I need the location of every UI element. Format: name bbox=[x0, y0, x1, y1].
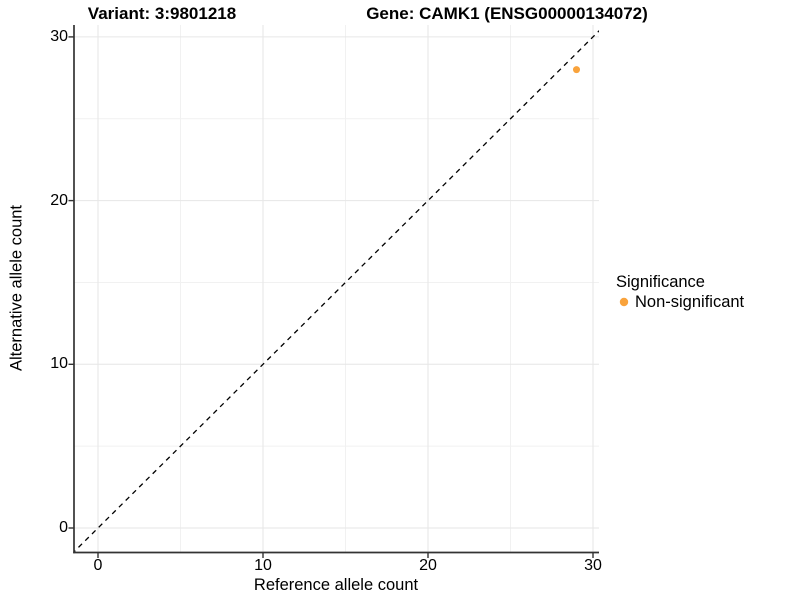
identity-dashed-line bbox=[74, 30, 599, 553]
legend-item-non-significant: Non-significant bbox=[616, 293, 744, 311]
x-tick-label-20: 20 bbox=[419, 557, 437, 574]
grid-major-lines bbox=[74, 25, 599, 553]
x-tick-label-30: 30 bbox=[584, 557, 602, 574]
legend-point-icon bbox=[619, 297, 629, 307]
y-axis-title: Alternative allele count bbox=[7, 204, 26, 372]
plot-title-gene: Gene: CAMK1 (ENSG00000134072) bbox=[366, 4, 648, 23]
legend-title: Significance bbox=[616, 273, 705, 291]
y-tick-label-30: 30 bbox=[50, 28, 68, 45]
y-tick-label-10: 10 bbox=[50, 355, 68, 372]
y-tick-label-0: 0 bbox=[59, 519, 68, 536]
axis-tick-marks bbox=[68, 36, 594, 558]
x-tick-label-10: 10 bbox=[254, 557, 272, 574]
x-tick-label-0: 0 bbox=[93, 557, 103, 574]
y-tick-label-20: 20 bbox=[50, 192, 68, 209]
plot-title-variant: Variant: 3:9801218 bbox=[87, 4, 237, 23]
grid-minor-lines bbox=[74, 25, 599, 553]
axis-lines bbox=[73, 25, 599, 554]
scatter-points bbox=[573, 66, 580, 74]
legend: Significance Non-significant bbox=[616, 273, 744, 311]
legend-item-label: Non-significant bbox=[635, 293, 745, 311]
x-axis-title: Reference allele count bbox=[253, 576, 419, 594]
